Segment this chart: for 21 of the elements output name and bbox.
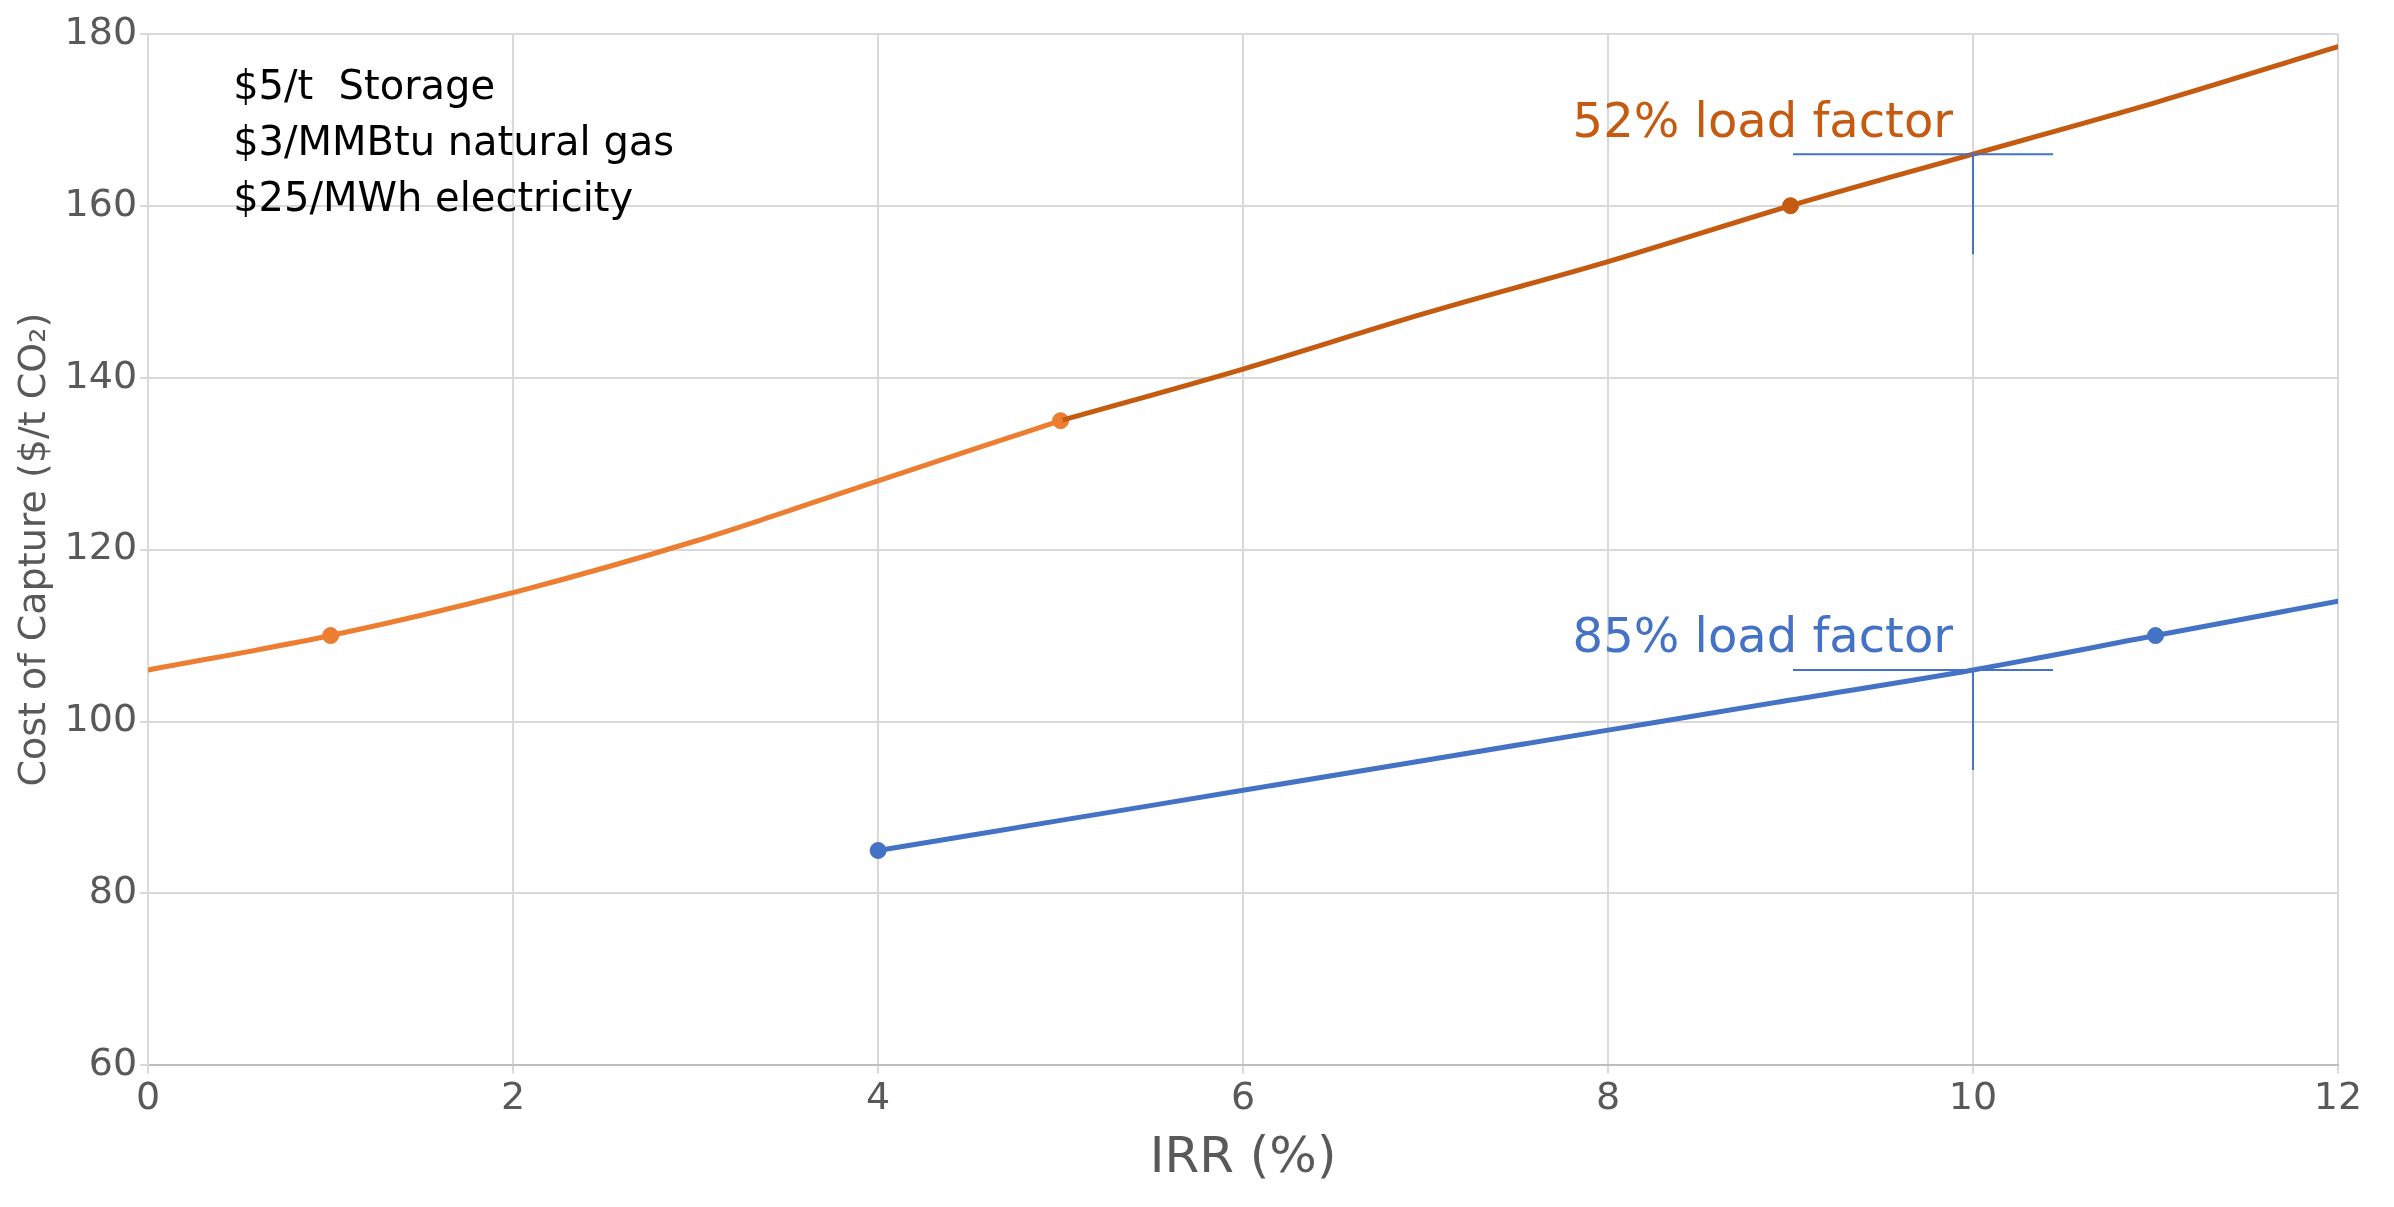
y-tick-label: 100 (64, 696, 138, 741)
x-tick-label: 6 (1230, 1074, 1256, 1119)
y-axis-title: Cost of Capture ($/t CO₂) (9, 312, 54, 787)
annotation: 52% load factor (1572, 91, 1954, 148)
x-axis-title: IRR (%) (1149, 1125, 1337, 1184)
annotation: $3/MMBtu natural gas (233, 118, 675, 165)
x-tick-label: 10 (1948, 1074, 1998, 1119)
annotation: 85% load factor (1572, 607, 1954, 664)
annotation: $25/MWh electricity (233, 174, 634, 221)
x-tick-label: 0 (136, 1074, 161, 1119)
y-tick-label: 60 (88, 1040, 138, 1085)
y-tick-label: 120 (64, 524, 138, 569)
x-tick-label: 8 (1595, 1074, 1621, 1119)
annotation: $5/t Storage (233, 62, 496, 109)
y-tick-label: 180 (64, 8, 138, 53)
y-tick-label: 160 (64, 180, 138, 225)
x-tick-label: 12 (2313, 1074, 2363, 1119)
y-tick-label: 140 (64, 352, 138, 397)
x-tick-label: 2 (501, 1074, 526, 1119)
x-tick-label: 4 (865, 1074, 891, 1119)
y-tick-label: 80 (88, 868, 138, 913)
